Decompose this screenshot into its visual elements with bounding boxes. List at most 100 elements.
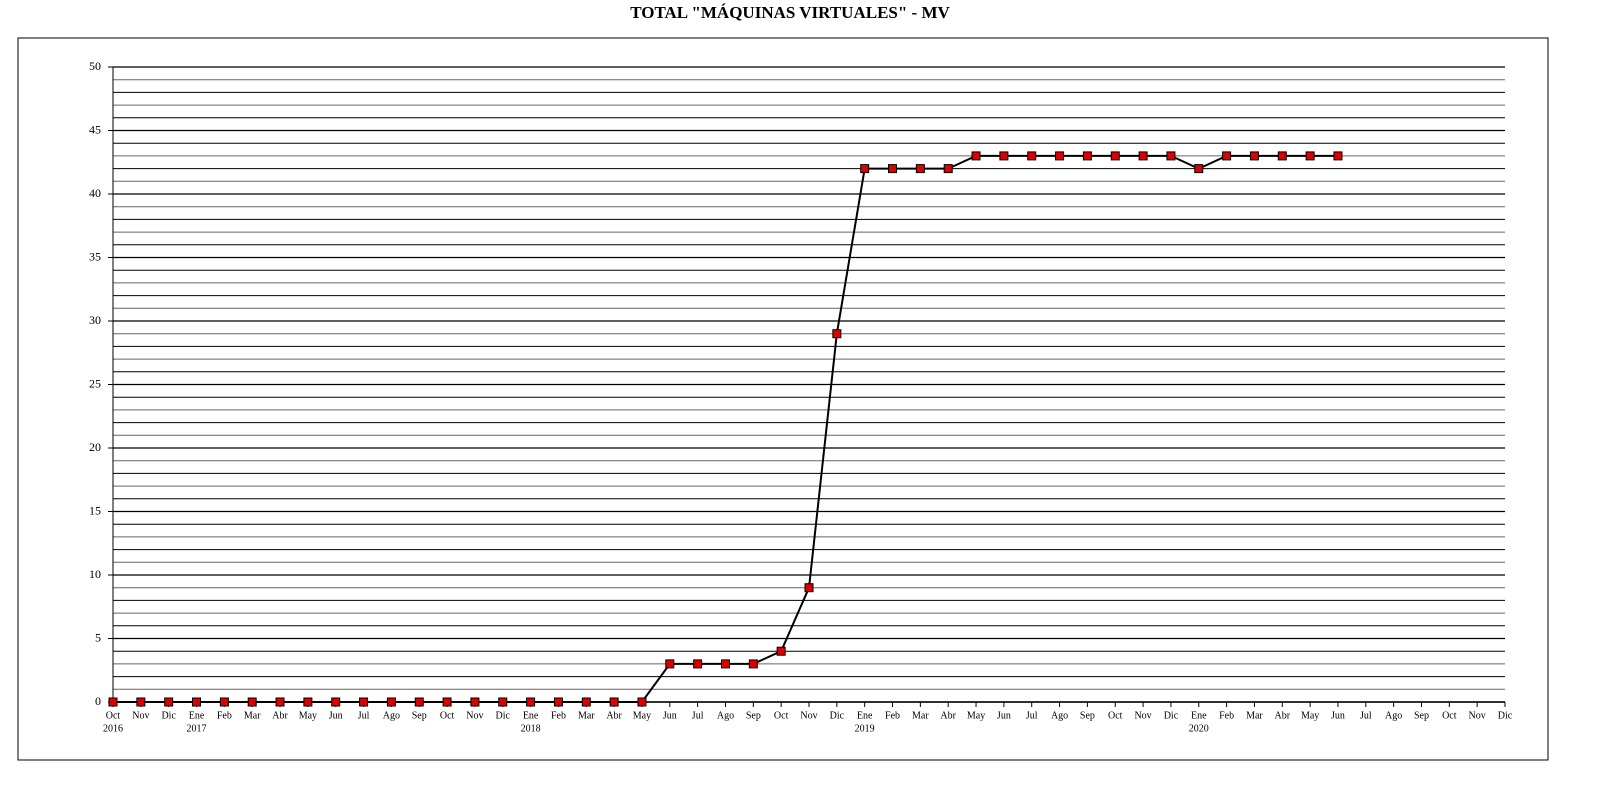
x-tick-label: Oct xyxy=(774,710,789,721)
x-tick-label: Dic xyxy=(1498,710,1513,721)
x-tick-label: Jun xyxy=(1331,710,1345,721)
x-tick-label: May xyxy=(1301,710,1319,721)
data-point xyxy=(442,697,452,707)
data-point xyxy=(498,697,508,707)
y-tick-label: 10 xyxy=(89,567,101,581)
data-point xyxy=(331,697,341,707)
x-tick-label: Mar xyxy=(1246,710,1263,721)
data-point xyxy=(470,697,480,707)
data-point xyxy=(693,659,703,669)
x-tick-label: Abr xyxy=(606,710,622,721)
x-tick-label: Jun xyxy=(663,710,677,721)
x-tick-label: May xyxy=(967,710,985,721)
data-point xyxy=(971,151,981,161)
y-tick-label: 15 xyxy=(89,503,101,517)
data-point xyxy=(359,697,369,707)
data-point xyxy=(1082,151,1092,161)
x-tick-label: Mar xyxy=(244,710,261,721)
x-tick-label: Feb xyxy=(217,710,232,721)
x-tick-label: Nov xyxy=(466,710,483,721)
y-tick-label: 5 xyxy=(95,630,101,644)
x-year-label: 2019 xyxy=(855,723,875,734)
data-point xyxy=(888,164,898,174)
x-tick-label: Jul xyxy=(692,710,704,721)
x-tick-label: Sep xyxy=(412,710,427,721)
x-year-label: 2018 xyxy=(521,723,541,734)
data-point xyxy=(1277,151,1287,161)
x-tick-label: Abr xyxy=(1274,710,1290,721)
data-point xyxy=(832,329,842,339)
x-tick-label: Ago xyxy=(717,710,734,721)
data-point xyxy=(776,646,786,656)
x-tick-label: Abr xyxy=(940,710,956,721)
x-tick-label: Mar xyxy=(578,710,595,721)
x-tick-label: Sep xyxy=(746,710,761,721)
x-tick-label: Dic xyxy=(830,710,845,721)
x-year-label: 2020 xyxy=(1189,723,1209,734)
x-tick-label: Jun xyxy=(997,710,1011,721)
x-tick-label: May xyxy=(633,710,651,721)
data-point xyxy=(414,697,424,707)
x-tick-label: Dic xyxy=(496,710,511,721)
data-point xyxy=(275,697,285,707)
data-point xyxy=(1110,151,1120,161)
y-tick-label: 20 xyxy=(89,440,101,454)
x-tick-label: Ago xyxy=(383,710,400,721)
data-point xyxy=(136,697,146,707)
data-point xyxy=(637,697,647,707)
x-year-label: 2016 xyxy=(103,723,123,734)
data-point xyxy=(108,697,118,707)
x-tick-label: Dic xyxy=(1164,710,1179,721)
data-point xyxy=(860,164,870,174)
data-point xyxy=(303,697,313,707)
data-point xyxy=(553,697,563,707)
x-tick-label: Sep xyxy=(1080,710,1095,721)
x-tick-label: Ene xyxy=(857,710,873,721)
x-tick-label: Nov xyxy=(1134,710,1151,721)
data-point xyxy=(1305,151,1315,161)
data-point xyxy=(665,659,675,669)
x-tick-label: Nov xyxy=(1469,710,1486,721)
x-tick-label: Feb xyxy=(1219,710,1234,721)
data-point xyxy=(1027,151,1037,161)
chart-title: TOTAL "MÁQUINAS VIRTUALES" - MV xyxy=(630,3,950,22)
data-point xyxy=(247,697,257,707)
data-point xyxy=(386,697,396,707)
x-tick-label: Oct xyxy=(106,710,121,721)
data-point xyxy=(1055,151,1065,161)
data-point xyxy=(748,659,758,669)
x-tick-label: Ago xyxy=(1051,710,1068,721)
y-tick-label: 50 xyxy=(89,59,101,73)
x-tick-label: Jun xyxy=(329,710,343,721)
data-point xyxy=(609,697,619,707)
x-tick-label: Jul xyxy=(358,710,370,721)
x-year-label: 2017 xyxy=(187,723,207,734)
y-tick-label: 0 xyxy=(95,694,101,708)
x-tick-label: Jul xyxy=(1360,710,1372,721)
y-tick-label: 25 xyxy=(89,376,101,390)
data-point xyxy=(720,659,730,669)
x-tick-label: Oct xyxy=(440,710,455,721)
x-tick-label: Dic xyxy=(161,710,176,721)
data-point xyxy=(1194,164,1204,174)
chart-border xyxy=(17,37,1549,761)
data-point xyxy=(219,697,229,707)
x-tick-label: Feb xyxy=(885,710,900,721)
data-point xyxy=(915,164,925,174)
series-line xyxy=(113,154,1338,703)
data-point xyxy=(164,697,174,707)
x-tick-label: Oct xyxy=(1442,710,1457,721)
x-tick-label: Jul xyxy=(1026,710,1038,721)
y-tick-label: 30 xyxy=(89,313,101,327)
x-tick-label: Nov xyxy=(800,710,817,721)
data-point xyxy=(581,697,591,707)
data-point xyxy=(1333,151,1343,161)
y-tick-label: 40 xyxy=(89,186,101,200)
data-point xyxy=(999,151,1009,161)
data-point xyxy=(526,697,536,707)
data-point xyxy=(1222,151,1232,161)
x-tick-label: Mar xyxy=(912,710,929,721)
x-tick-label: Abr xyxy=(272,710,288,721)
data-point xyxy=(1166,151,1176,161)
